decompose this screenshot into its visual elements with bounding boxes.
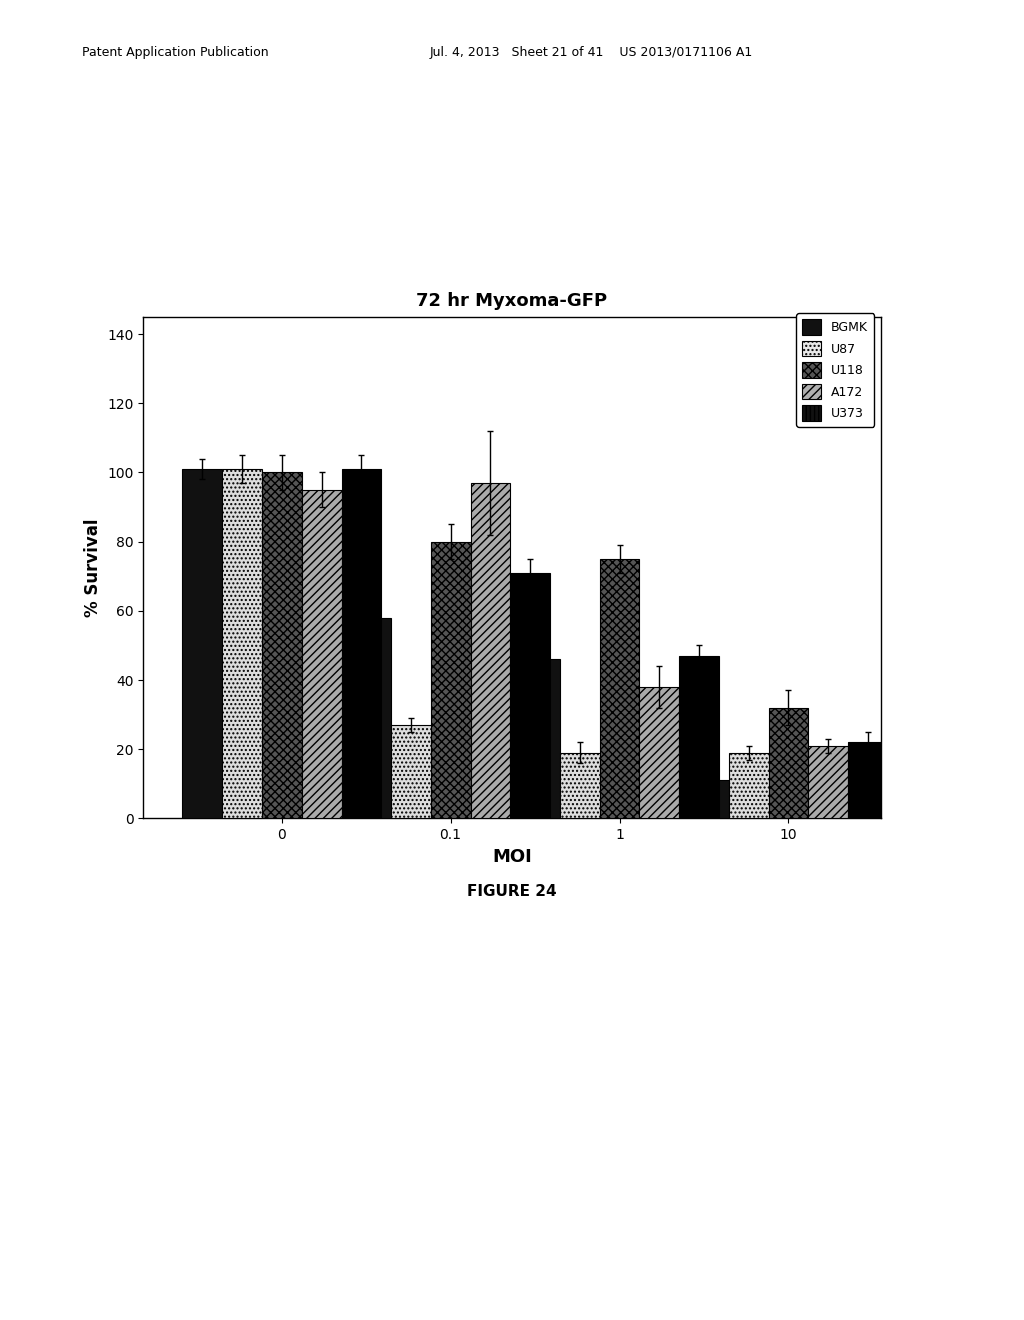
Bar <box>182 469 222 818</box>
Bar <box>520 659 560 818</box>
Bar <box>302 490 342 818</box>
Legend: BGMK, U87, U118, A172, U373: BGMK, U87, U118, A172, U373 <box>796 313 874 426</box>
Bar <box>639 686 680 818</box>
Bar <box>768 708 808 818</box>
Bar <box>391 725 431 818</box>
Bar <box>809 746 848 818</box>
Bar <box>680 656 719 818</box>
Bar <box>471 483 510 818</box>
Text: Patent Application Publication: Patent Application Publication <box>82 46 268 59</box>
Text: FIGURE 24: FIGURE 24 <box>467 884 557 899</box>
Bar <box>342 469 381 818</box>
Bar <box>222 469 262 818</box>
Bar <box>262 473 301 818</box>
Bar <box>511 573 551 818</box>
Y-axis label: % Survival: % Survival <box>84 519 101 616</box>
Bar <box>431 541 471 818</box>
Bar <box>848 742 889 818</box>
Bar <box>729 752 768 818</box>
Bar <box>559 752 600 818</box>
Text: Jul. 4, 2013   Sheet 21 of 41    US 2013/0171106 A1: Jul. 4, 2013 Sheet 21 of 41 US 2013/0171… <box>430 46 754 59</box>
X-axis label: MOI: MOI <box>493 847 531 866</box>
Bar <box>600 558 639 818</box>
Bar <box>688 780 729 818</box>
Bar <box>350 618 391 818</box>
Title: 72 hr Myxoma-GFP: 72 hr Myxoma-GFP <box>417 292 607 310</box>
